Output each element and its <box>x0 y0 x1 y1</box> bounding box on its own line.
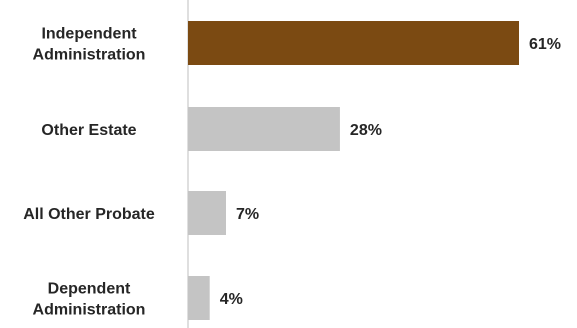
category-label-all-other-probate: All Other Probate <box>23 206 155 223</box>
value-label-all-other-probate: 7% <box>236 206 259 223</box>
category-label-dependent-administration: Dependent Administration <box>33 281 146 319</box>
bar-all-other-probate <box>188 191 226 235</box>
category-label-line: All Other Probate <box>23 206 155 223</box>
value-label-dependent-administration: 4% <box>220 291 243 308</box>
category-label-line: Dependent <box>48 281 131 298</box>
bars-layer <box>188 21 519 320</box>
bar-independent-administration <box>188 21 519 65</box>
category-label-line: Independent <box>41 26 137 43</box>
value-label-other-estate: 28% <box>350 122 382 139</box>
category-label-line: Other Estate <box>41 122 136 139</box>
category-label-other-estate: Other Estate <box>41 122 136 139</box>
category-label-independent-administration: Independent Administration <box>33 26 146 64</box>
value-label-independent-administration: 61% <box>529 36 561 53</box>
category-label-line: Administration <box>33 302 146 319</box>
bar-other-estate <box>188 107 340 151</box>
category-label-line: Administration <box>33 47 146 64</box>
labels-layer: 61% Independent Administration 28% Other Est… <box>23 26 561 319</box>
bar-dependent-administration <box>188 276 210 320</box>
